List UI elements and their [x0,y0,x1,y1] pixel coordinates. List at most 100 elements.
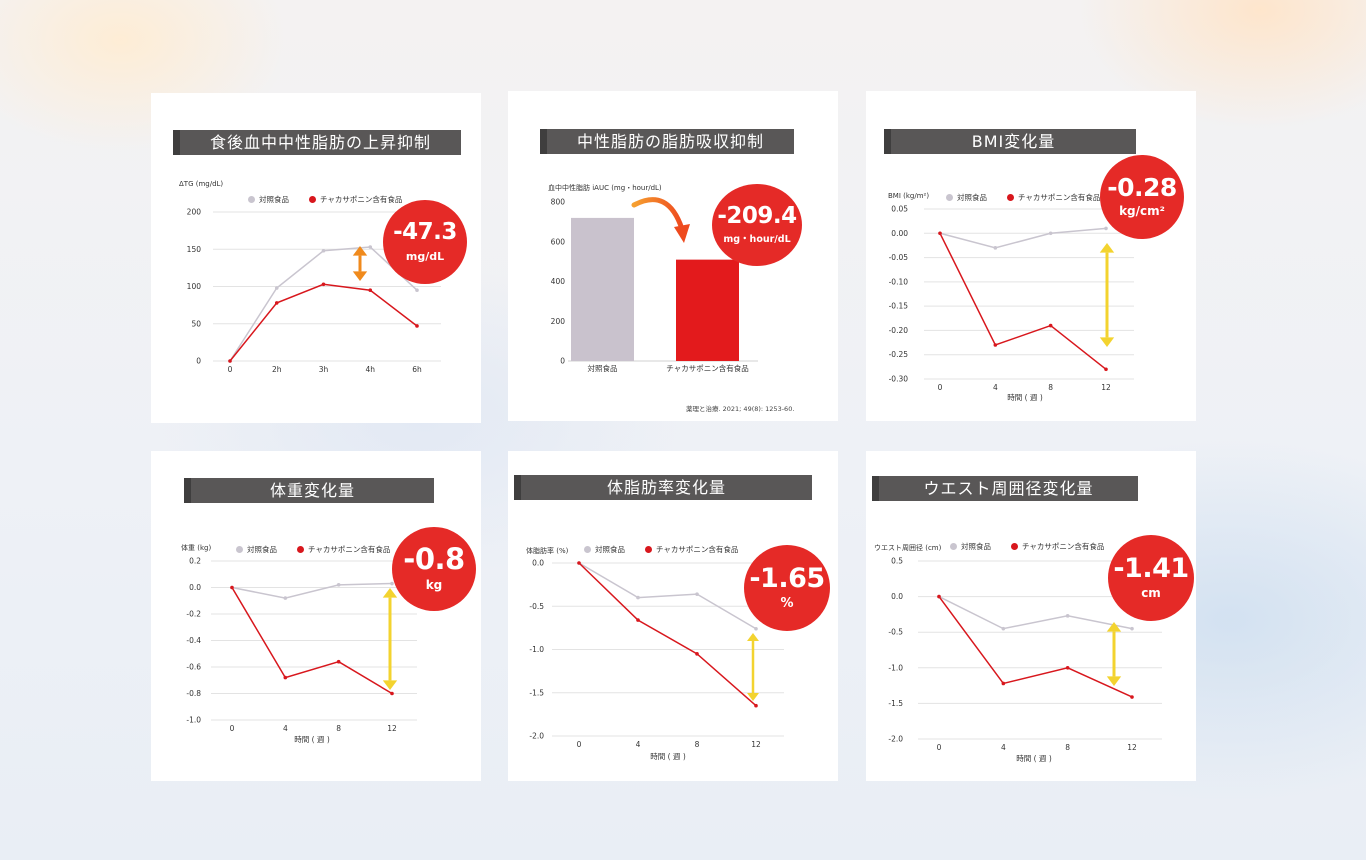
badge-unit: kg/cm² [1119,204,1165,219]
treatment-data-point [1065,666,1070,670]
badge-value: -0.8 [403,542,465,577]
control-series-line [578,562,757,630]
y-tick-label: 800 [551,198,566,207]
panel-title: 体脂肪率変化量 [514,475,812,500]
y-tick-label: -0.15 [889,302,909,311]
badge-value: -1.41 [1113,553,1189,585]
legend-control-label: 対照食品 [961,542,991,551]
y-tick-label: 0.00 [891,229,908,238]
legend-control-label: 対照食品 [259,195,289,204]
control-data-point [1104,226,1108,231]
y-tick-label: 200 [551,317,566,326]
x-tick-label: 0 [577,740,582,749]
legend-control-marker [946,194,953,201]
x-tick-label: 8 [1048,383,1053,392]
difference-badge: -0.28 kg/cm² [1100,155,1184,239]
treatment-data-point [283,675,288,680]
badge-unit: cm [1141,586,1161,601]
panel-title: BMI変化量 [884,129,1136,154]
legend-control-marker [950,543,957,550]
legend: 対照食品 チャカサポニン含有食品 [584,544,738,555]
control-data-point [754,626,758,631]
difference-badge: -47.3 mg/dL [383,200,467,284]
treatment-data-point [1001,681,1006,686]
y-tick-label: -1.5 [529,688,544,697]
x-axis-title: 時間 ( 週 ) [1016,754,1052,763]
x-tick-label: 0 [230,724,235,733]
treatment-data-point [228,359,232,363]
x-tick-label: 6h [412,365,422,374]
legend-treatment-marker [645,546,652,553]
x-tick-label: 4 [993,383,998,392]
control-data-point [1048,231,1053,236]
control-data-point [695,592,699,596]
x-tick-label: 8 [695,740,700,749]
treatment-data-point [636,618,640,622]
chart-canvas: 0.0 -0.5 -1.0 -1.5 -2.0 0 4 8 12 [529,559,784,749]
difference-arrow [382,588,398,690]
y-tick-label: -0.5 [529,602,544,611]
badge-unit: % [780,595,794,611]
badge-unit: mg/dL [405,249,445,263]
x-tick-label: 4 [1001,743,1006,752]
x-tick-label: 12 [387,724,397,733]
y-tick-label: -1.0 [529,645,544,654]
y-tick-label: 0.0 [891,592,903,601]
treatment-data-point [993,343,998,347]
chart-canvas: 0 200 400 600 800 対照食品 チャカサポニン含有食品 [551,197,758,373]
control-data-point [636,595,640,600]
treatment-series-line [578,562,757,707]
category-label: 対照食品 [588,363,618,373]
x-tick-label: 2h [272,365,282,374]
control-data-point [283,596,288,600]
category-label: チャカサポニン含有食品 [666,363,748,373]
treatment-data-point [336,659,341,664]
legend: 対照食品 チャカサポニン含有食品 [946,192,1100,203]
control-data-point [274,286,279,290]
treatment-data-point [321,282,326,287]
panel-title: 食後血中中性脂肪の上昇抑制 [173,130,461,155]
x-tick-label: 8 [336,724,341,733]
legend-treatment-marker [309,196,316,203]
y-axis-label: BMI (kg/m²) [888,192,930,200]
legend-treatment-marker [1007,194,1014,201]
legend-control-label: 対照食品 [595,545,625,554]
treatment-data-point [1130,695,1134,699]
y-tick-label: -0.6 [186,663,201,672]
treatment-data-point [695,652,699,656]
legend-control-marker [584,546,591,553]
y-axis-label: ウエスト周囲径 (cm) [874,544,942,552]
y-axis-label: 体脂肪率 (%) [526,547,569,555]
y-tick-label: -0.25 [889,350,909,359]
treatment-data-point [938,231,942,236]
panel-title: 中性脂肪の脂肪吸収抑制 [540,129,794,154]
x-tick-label: 8 [1065,743,1070,752]
x-tick-label: 12 [1127,743,1137,752]
y-tick-label: -1.5 [888,699,903,708]
control-data-point [1065,614,1070,618]
treatment-data-point [1048,323,1053,328]
control-data-point [1130,626,1134,631]
y-tick-label: -0.8 [186,689,201,698]
y-tick-label: -0.5 [888,628,903,637]
y-tick-label: 50 [191,319,201,328]
panel-title: 体重変化量 [184,478,434,503]
x-tick-label: 12 [1101,383,1111,392]
x-tick-label: 12 [751,740,761,749]
legend-treatment-label: チャカサポニン含有食品 [656,545,739,554]
control-series-line [231,582,393,599]
legend-control-marker [236,546,243,553]
treatment-series-line [229,283,418,362]
control-data-point [390,581,394,586]
treatment-data-point [577,561,581,565]
difference-badge: -1.65 % [744,545,830,631]
legend-treatment-label: チャカサポニン含有食品 [1022,542,1105,551]
treatment-data-point [274,301,279,305]
treatment-data-point [415,324,419,328]
treatment-series-line [231,587,393,695]
tg-rise-panel: 食後血中中性脂肪の上昇抑制 ΔTG (mg/dL) 対照食品 チャカサポニン含有… [151,93,481,423]
y-tick-label: 200 [187,208,202,217]
x-axis-title: 時間 ( 週 ) [650,752,686,761]
y-tick-label: -1.0 [186,716,201,725]
y-axis-label: 血中中性脂肪 iAUC (mg・hour/dL) [548,184,662,192]
